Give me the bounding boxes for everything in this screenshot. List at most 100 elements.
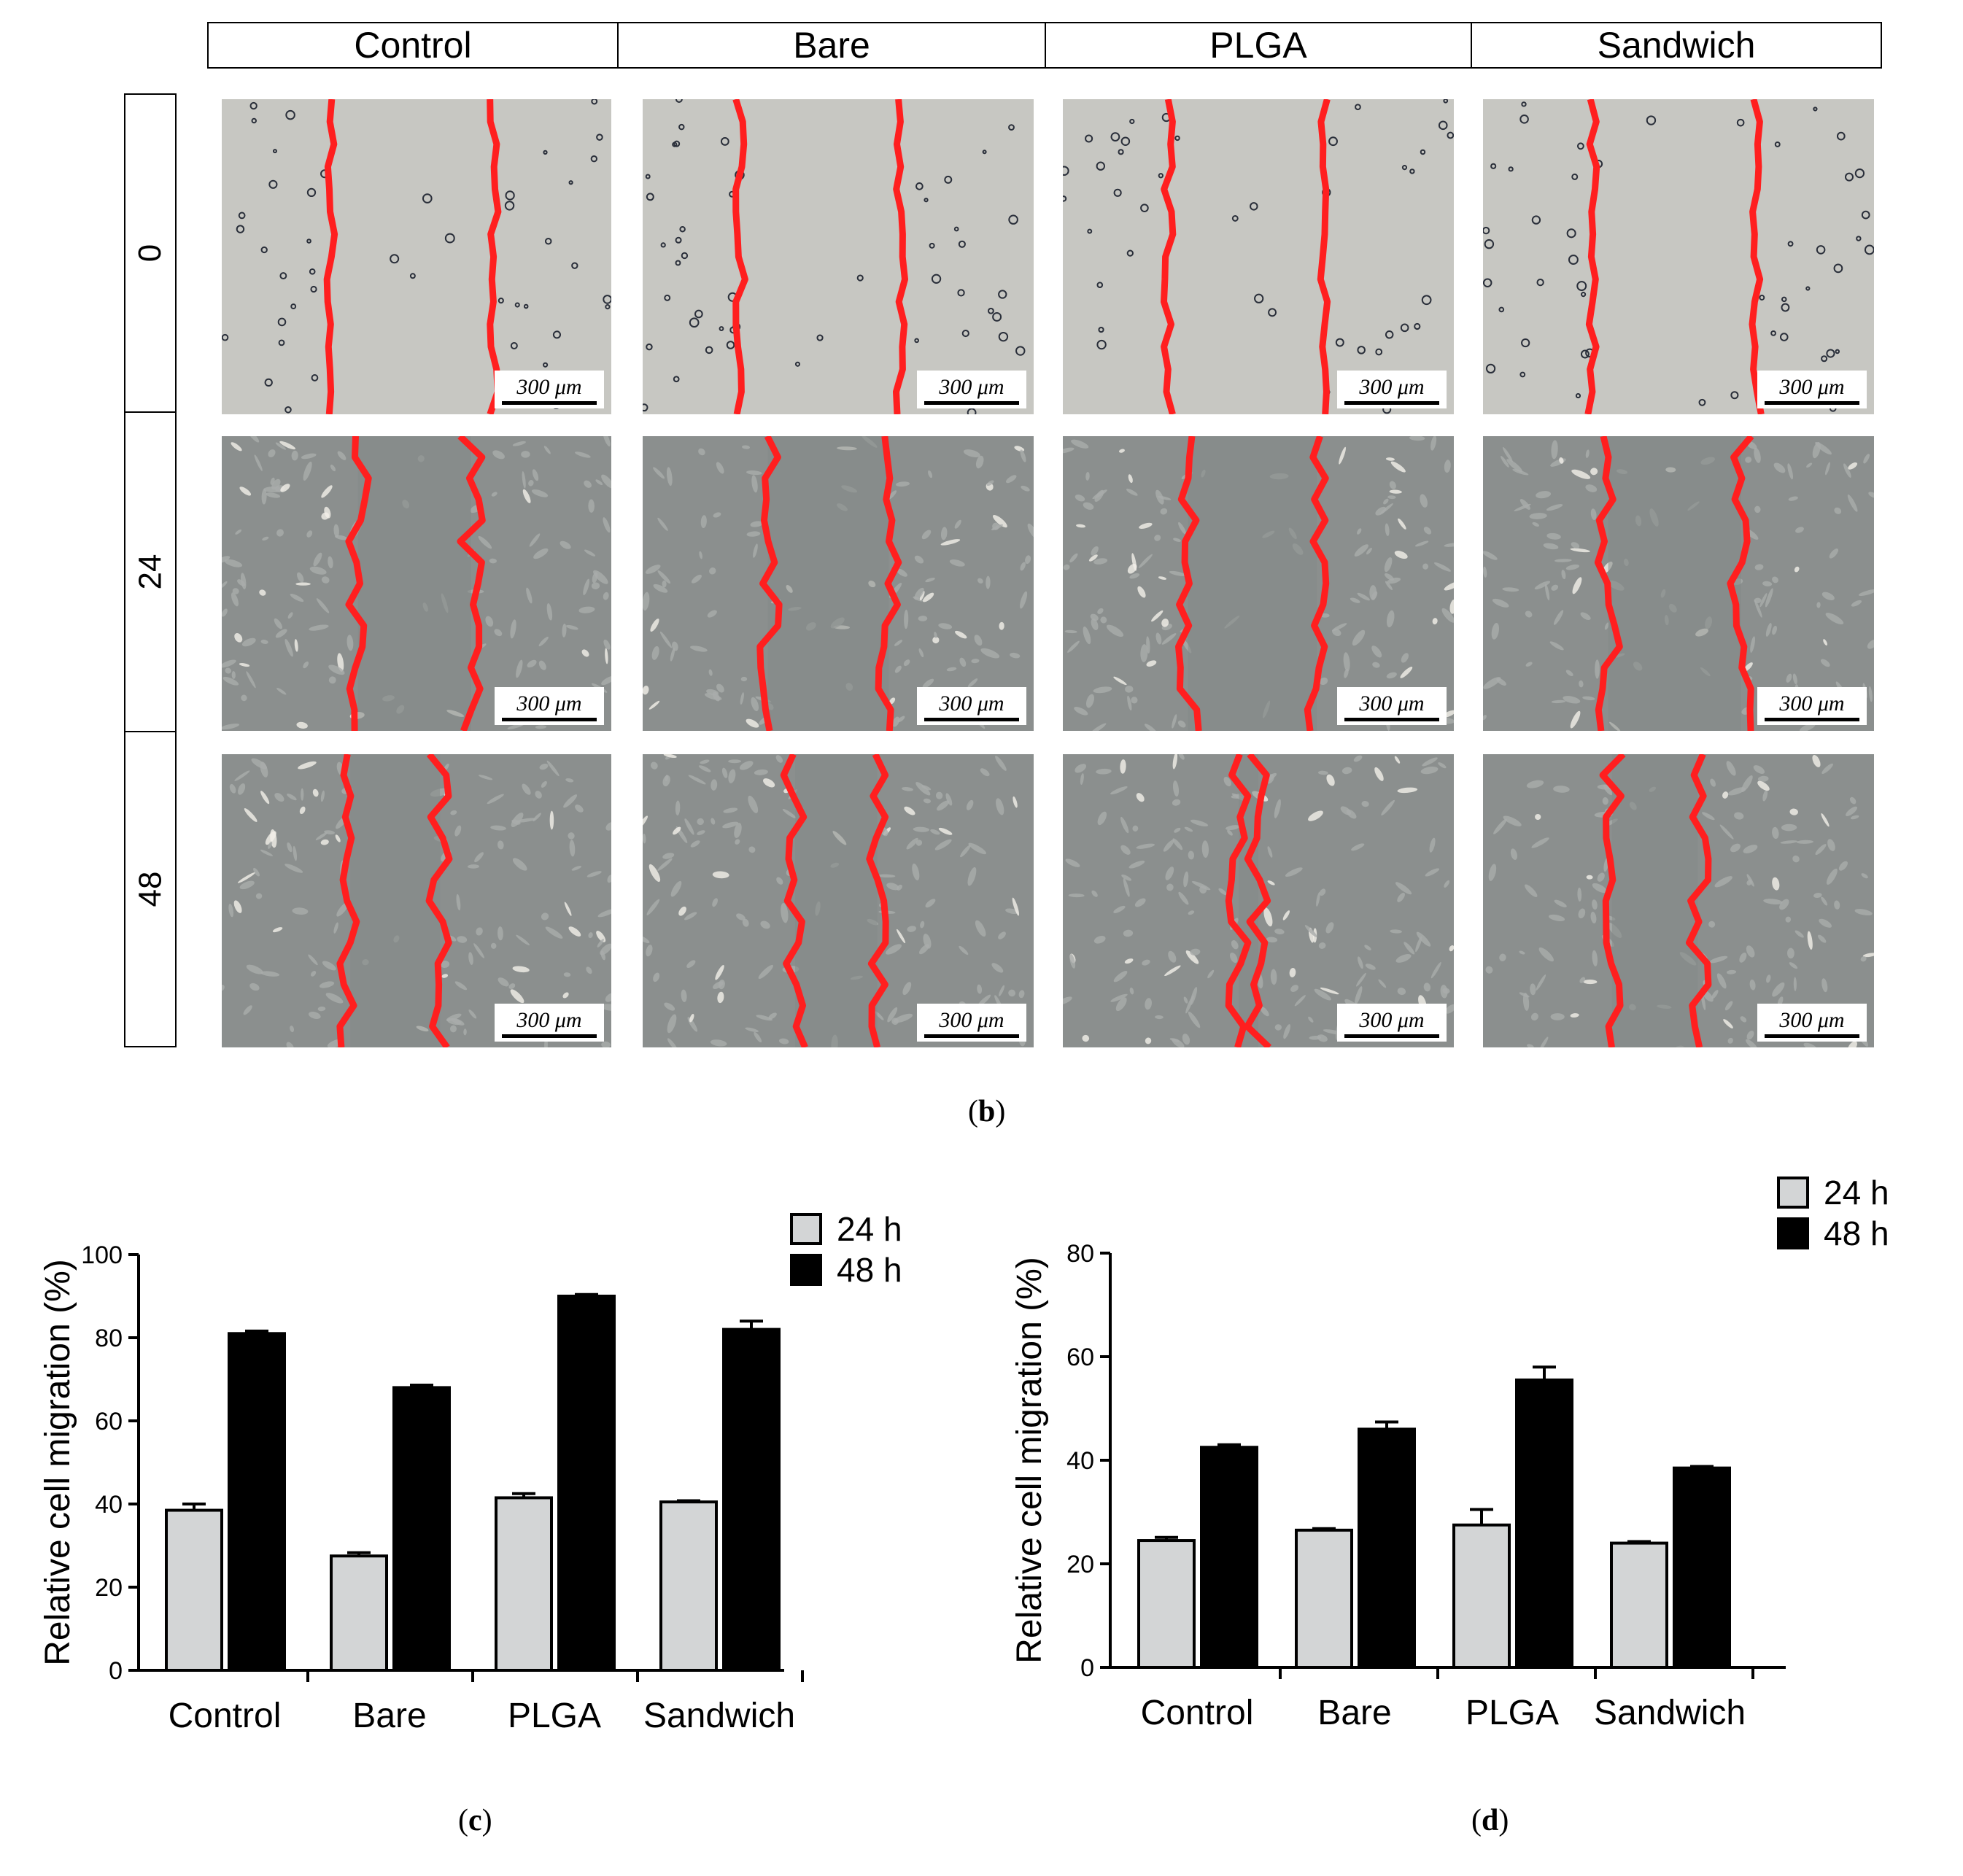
micrograph-tile: 300 μm xyxy=(1063,99,1454,414)
bar-24h xyxy=(659,1500,718,1672)
legend-label: 48 h xyxy=(837,1251,902,1289)
scale-bar-label: 300 μm xyxy=(1359,691,1425,716)
scale-bar-label: 300 μm xyxy=(516,1007,582,1032)
row-label: 24 xyxy=(131,554,168,590)
scale-bar-line xyxy=(502,1034,597,1038)
scale-bar-label: 300 μm xyxy=(1779,1007,1845,1032)
wound-edge-left xyxy=(756,436,783,731)
micrograph-tile: 300 μm xyxy=(222,754,611,1047)
wound-edge-left xyxy=(1584,99,1600,414)
micrograph-tile: 300 μm xyxy=(1483,436,1874,731)
x-tick-label: Bare xyxy=(352,1697,426,1735)
y-tick-label: 40 xyxy=(95,1491,123,1519)
scale-bar: 300 μm xyxy=(917,1004,1026,1042)
x-tick-label: PLGA xyxy=(508,1697,601,1735)
legend-swatch xyxy=(1777,1177,1809,1209)
y-tick-label: 80 xyxy=(95,1325,123,1352)
panel-label-d: (d) xyxy=(1471,1804,1509,1837)
y-tick-label: 80 xyxy=(1066,1240,1094,1268)
row-header-0h: 0 xyxy=(124,93,177,413)
scale-bar-line xyxy=(502,717,597,721)
scale-bar: 300 μm xyxy=(1757,1004,1867,1042)
micrograph-tile: 300 μm xyxy=(222,99,611,414)
y-tick-label: 0 xyxy=(109,1657,123,1685)
wound-edge-left xyxy=(1599,754,1626,1047)
scale-bar-label: 300 μm xyxy=(1359,1007,1425,1032)
legend-label: 48 h xyxy=(1824,1214,1889,1252)
scale-bar-line xyxy=(1344,717,1439,721)
wound-edge-left xyxy=(732,99,748,414)
bar-48h xyxy=(1515,1378,1573,1669)
scale-bar-line xyxy=(1765,717,1859,721)
column-header-control: Control xyxy=(207,22,619,69)
scale-bar-line xyxy=(1765,400,1859,405)
micrograph-tile: 300 μm xyxy=(222,436,611,731)
label-letter: d xyxy=(1482,1804,1499,1837)
bar-24h xyxy=(1452,1523,1511,1669)
x-tick-label: Control xyxy=(169,1697,282,1735)
scale-bar-line xyxy=(924,1034,1019,1038)
scale-bar-line xyxy=(924,717,1019,721)
scale-bar-label: 300 μm xyxy=(939,1007,1004,1032)
label-letter: b xyxy=(978,1095,996,1128)
column-header-bare: Bare xyxy=(617,22,1046,69)
label-open: ( xyxy=(968,1095,978,1128)
wound-edge-right xyxy=(425,754,453,1047)
scale-bar: 300 μm xyxy=(1337,1004,1447,1042)
wound-edge-right xyxy=(1727,436,1754,731)
y-axis-label: Relative cell migration (%) xyxy=(1010,1257,1049,1664)
y-tick-label: 20 xyxy=(1066,1551,1094,1578)
wound-edge-right xyxy=(1304,436,1330,731)
x-tick-label: Sandwich xyxy=(1594,1694,1746,1732)
y-tick-label: 20 xyxy=(95,1574,123,1602)
panel-label-b: (b) xyxy=(968,1094,1005,1129)
wound-edge-right xyxy=(1749,99,1765,414)
bar-24h xyxy=(330,1554,388,1672)
bar-48h xyxy=(557,1295,616,1672)
legend-label: 24 h xyxy=(1824,1174,1889,1212)
wound-edge-right xyxy=(487,99,502,414)
y-axis-label: Relative cell migration (%) xyxy=(39,1259,77,1666)
wound-edge-right xyxy=(875,436,902,731)
micrograph-tile: 300 μm xyxy=(643,754,1034,1047)
wound-edge-right xyxy=(893,99,908,414)
scale-bar-label: 300 μm xyxy=(516,691,582,716)
scale-bar-line xyxy=(1765,1034,1859,1038)
label-close: ) xyxy=(995,1095,1006,1128)
bar-48h xyxy=(1200,1446,1258,1669)
wound-edge-left xyxy=(336,754,360,1047)
wound-edge-right xyxy=(1686,754,1712,1047)
wound-edge-right xyxy=(866,754,889,1047)
x-tick-label: Sandwich xyxy=(643,1697,795,1735)
row-header-24h: 24 xyxy=(124,411,177,732)
micrograph-tile: 300 μm xyxy=(643,436,1034,731)
wound-edge-left xyxy=(1161,99,1177,414)
micrograph-tile: 300 μm xyxy=(1483,99,1874,414)
column-header-sandwich: Sandwich xyxy=(1471,22,1882,69)
row-label: 0 xyxy=(131,244,168,263)
scale-bar: 300 μm xyxy=(917,371,1026,408)
legend-swatch xyxy=(1777,1217,1809,1249)
wound-edge-left xyxy=(1225,754,1252,1047)
scale-bar: 300 μm xyxy=(495,687,604,725)
scale-bar-label: 300 μm xyxy=(1359,374,1425,399)
row-label: 48 xyxy=(131,871,168,907)
micrograph-tile: 300 μm xyxy=(1063,754,1454,1047)
wound-edge-left xyxy=(345,436,372,731)
scale-bar-line xyxy=(502,400,597,405)
y-tick-label: 0 xyxy=(1080,1654,1094,1682)
scale-bar: 300 μm xyxy=(1757,687,1867,725)
scale-bar: 300 μm xyxy=(495,1004,604,1042)
scale-bar-label: 300 μm xyxy=(516,374,582,399)
bar-48h xyxy=(1673,1466,1731,1669)
scale-bar-label: 300 μm xyxy=(1779,374,1845,399)
chart-d: 0 20 40 60 80 Relative cell migration (%) Cont… xyxy=(1010,1174,1889,1732)
wound-edge-right xyxy=(1244,754,1272,1047)
row-header-48h: 48 xyxy=(124,731,177,1047)
y-tick-label: 100 xyxy=(81,1241,123,1269)
wound-edge-left xyxy=(780,754,808,1047)
column-header-plga: PLGA xyxy=(1045,22,1472,69)
bar-24h xyxy=(165,1508,223,1672)
label-letter: c xyxy=(468,1804,482,1837)
